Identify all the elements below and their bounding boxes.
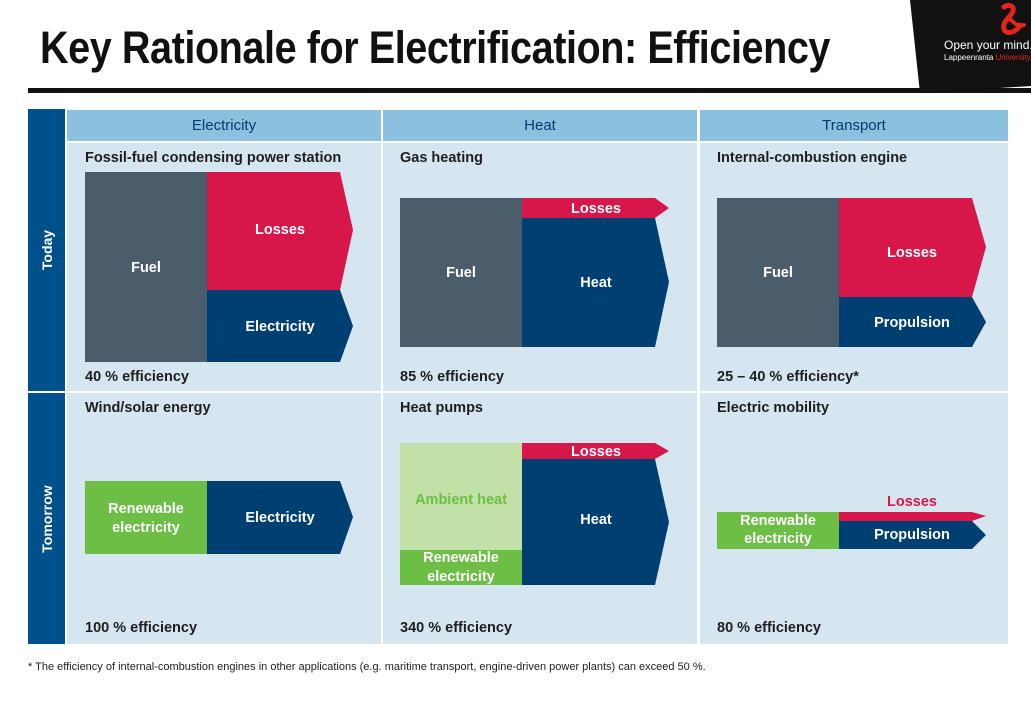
brand-university: Lappeenranta University <box>944 53 1031 62</box>
fuel-block <box>400 198 522 347</box>
renewable-label-line1: Renewable <box>740 513 816 529</box>
today-heat-efficiency: 85 % efficiency <box>400 369 504 385</box>
renewable-label-line1: Renewable <box>108 501 184 517</box>
today-transport-title: Internal-combustion engine <box>717 150 908 166</box>
brand-sub-highlight: University <box>995 53 1031 62</box>
row-header-tomorrow: Tomorrow <box>28 393 65 644</box>
losses-arrow <box>839 512 986 521</box>
electricity-label: Electricity <box>245 510 314 526</box>
fuel-block <box>85 172 207 362</box>
tomorrow-heat-title: Heat pumps <box>400 400 483 416</box>
title-rule <box>28 88 1031 93</box>
today-electricity-efficiency: 40 % efficiency <box>85 369 189 385</box>
losses-label: Losses <box>255 222 305 238</box>
brand-box <box>910 0 1031 93</box>
tomorrow-electricity-efficiency: 100 % efficiency <box>85 620 198 636</box>
tomorrow-electricity-title: Wind/solar energy <box>85 400 211 416</box>
renewable-block <box>717 512 839 549</box>
today-heat-title: Gas heating <box>400 150 483 166</box>
today-transport-efficiency: 25 – 40 % efficiency* <box>717 369 859 385</box>
heat-label: Heat <box>580 275 612 291</box>
electricity-label: Electricity <box>245 319 314 335</box>
losses-arrow <box>522 443 669 459</box>
electricity-arrow <box>207 481 353 554</box>
propulsion-label: Propulsion <box>874 315 950 331</box>
page-title: Key Rationale for Electrification: Effic… <box>40 22 831 73</box>
footnote: * The efficiency of internal-combustion … <box>28 661 706 673</box>
tomorrow-transport-efficiency: 80 % efficiency <box>717 620 821 636</box>
brand-sub-prefix: Lappeenranta <box>944 53 996 62</box>
losses-label: Losses <box>887 494 937 510</box>
renewable-block <box>400 550 522 585</box>
ambient-heat-block <box>400 443 522 550</box>
heat-label: Heat <box>580 512 612 528</box>
renewable-label-line2: electricity <box>427 569 495 585</box>
university-logo-icon <box>1001 3 1026 35</box>
fuel-label: Fuel <box>763 265 793 281</box>
ambient-heat-label: Ambient heat <box>415 492 507 508</box>
losses-arrow <box>839 198 986 297</box>
fuel-label: Fuel <box>446 265 476 281</box>
losses-arrow <box>522 198 669 218</box>
col-header-heat: Heat <box>383 110 697 141</box>
col-header-electricity: Electricity <box>67 110 381 141</box>
losses-label: Losses <box>887 245 937 261</box>
propulsion-label: Propulsion <box>874 527 950 543</box>
heat-arrow <box>522 218 669 347</box>
fuel-block <box>717 198 839 347</box>
propulsion-arrow <box>839 521 986 549</box>
propulsion-arrow <box>839 297 986 347</box>
losses-arrow <box>207 172 353 290</box>
renewable-block <box>85 481 207 554</box>
renewable-label-line2: electricity <box>744 531 812 547</box>
tomorrow-heat-efficiency: 340 % efficiency <box>400 620 513 636</box>
brand-tagline: Open your mind. <box>944 38 1031 52</box>
tomorrow-transport-title: Electric mobility <box>717 400 830 416</box>
row-header-today: Today <box>28 109 65 391</box>
renewable-label-line1: Renewable <box>423 550 499 566</box>
fuel-label: Fuel <box>131 260 161 276</box>
renewable-label-line2: electricity <box>112 520 180 536</box>
losses-label: Losses <box>571 444 621 460</box>
losses-label: Losses <box>571 201 621 217</box>
col-header-transport: Transport <box>700 110 1008 141</box>
heat-arrow <box>522 459 669 585</box>
today-electricity-title: Fossil-fuel condensing power station <box>85 150 342 166</box>
electricity-arrow <box>207 290 353 362</box>
